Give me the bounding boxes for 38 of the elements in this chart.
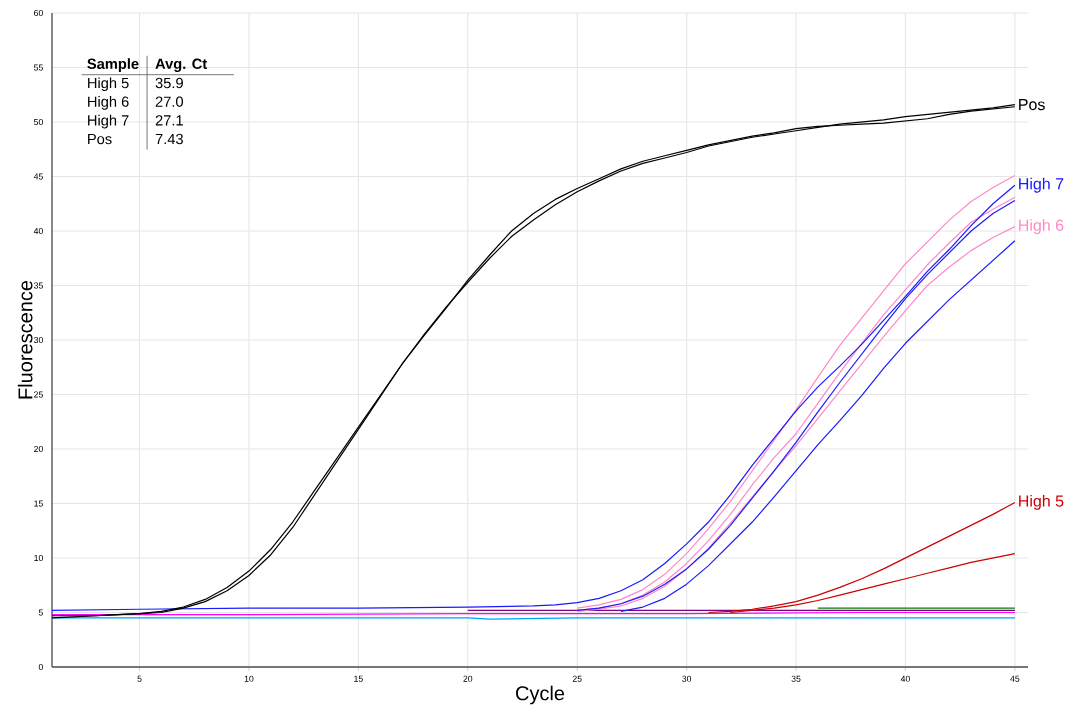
x-tick-label: 5 <box>137 675 142 682</box>
annotation: 35.9 <box>155 77 183 89</box>
annotation: High 7 <box>88 114 129 129</box>
annotation: 27.1 <box>155 115 183 126</box>
x-tick-label: 20 <box>463 675 473 682</box>
y-tick-label: 5 <box>38 609 43 616</box>
y-tick-label: 60 <box>34 9 43 17</box>
y-tick-label: 25 <box>34 391 43 398</box>
y-tick-label: 45 <box>33 173 43 180</box>
annotation: Avg. Ct <box>155 58 208 72</box>
series-label: High 6 <box>1019 219 1064 235</box>
annotation: High 6 <box>88 96 129 110</box>
y-tick-label: 35 <box>33 282 43 289</box>
series-label: High 5 <box>1019 494 1064 510</box>
annotation: 7.43 <box>155 133 183 145</box>
x-axis-title: Cycle <box>516 685 565 705</box>
y-tick-label: 50 <box>34 118 43 126</box>
y-tick-label: 30 <box>33 336 43 344</box>
x-tick-label: 35 <box>791 675 801 682</box>
y-tick-label: 55 <box>34 64 43 71</box>
annotation: 27.0 <box>155 96 184 107</box>
y-tick-label: 20 <box>34 445 43 453</box>
x-tick-label: 25 <box>572 675 582 682</box>
x-tick-label: 40 <box>900 675 910 682</box>
y-tick-label: 15 <box>34 500 43 507</box>
x-tick-label: 10 <box>244 675 254 682</box>
series-label: Pos <box>1019 98 1045 111</box>
annotation: Sample <box>87 58 139 72</box>
series-label: High 7 <box>1019 177 1064 193</box>
y-tick-label: 10 <box>34 554 43 562</box>
y-axis-title: Fluorescence <box>17 280 33 399</box>
x-tick-label: 45 <box>1010 675 1020 682</box>
annotation: High 5 <box>88 77 129 92</box>
x-tick-label: 15 <box>354 675 363 682</box>
y-tick-label: 0 <box>38 663 43 671</box>
y-tick-label: 40 <box>33 227 43 235</box>
annotation: Pos <box>88 133 112 145</box>
x-tick-label: 30 <box>682 675 692 682</box>
